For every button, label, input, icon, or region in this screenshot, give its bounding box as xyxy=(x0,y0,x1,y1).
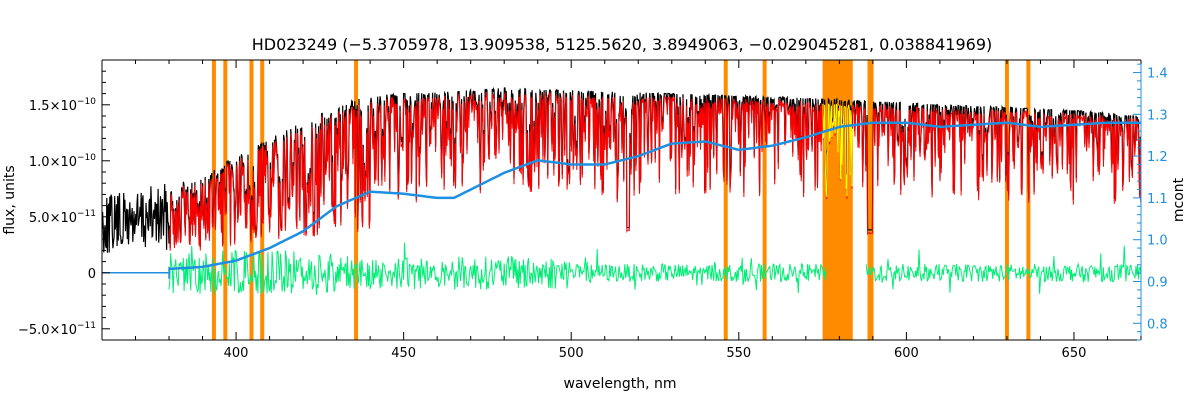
chart-title: HD023249 (−5.3705978, 13.909538, 5125.56… xyxy=(252,35,993,54)
right-y-tick-label: 1.3 xyxy=(1147,108,1168,123)
right-y-tick-label: 0.8 xyxy=(1147,317,1168,332)
right-y-tick-label: 1.2 xyxy=(1147,150,1168,165)
masked-model-line xyxy=(822,102,853,197)
right-y-tick-label: 1.4 xyxy=(1147,67,1168,82)
continuum-curve xyxy=(102,121,1141,279)
x-axis-label: wavelength, nm xyxy=(564,376,677,392)
y-axis-label-right: mcont xyxy=(1171,177,1187,222)
y-tick-label: −5.0×10−11 xyxy=(18,321,96,338)
y-tick-label: 5.0×10−11 xyxy=(29,209,96,226)
x-tick-label: 450 xyxy=(391,346,416,361)
x-tick-label: 550 xyxy=(726,346,751,361)
continuum-line xyxy=(168,121,1141,271)
y-axis-label-left: flux, units xyxy=(2,165,18,234)
model-line xyxy=(169,91,1141,251)
masked-line-6 xyxy=(723,60,728,340)
masked-line-8 xyxy=(867,60,872,340)
masked-line-7 xyxy=(762,60,767,340)
axes: 400 450 500 550 600 650 −5.0×10−11 0 5.0×10−11 1.… xyxy=(18,59,1168,361)
residuals xyxy=(168,242,1141,295)
x-tick-label: 400 xyxy=(224,346,249,361)
right-y-tick-label: 1.0 xyxy=(1147,234,1168,249)
model-spectrum xyxy=(169,91,1141,251)
masked-line-9 xyxy=(869,60,874,340)
masked-line-10 xyxy=(1004,60,1009,340)
x-tick-label: 600 xyxy=(894,346,919,361)
residuals-line xyxy=(168,242,1141,295)
x-tick-label: 500 xyxy=(559,346,584,361)
y-tick-label: 1.5×10−10 xyxy=(29,97,96,114)
x-tick-label: 650 xyxy=(1062,346,1087,361)
y-tick-label: 1.0×10−10 xyxy=(29,153,96,170)
right-y-tick-label: 1.1 xyxy=(1147,192,1168,207)
y-tick-label: 0 xyxy=(88,267,96,282)
right-y-tick-label: 0.9 xyxy=(1147,275,1168,290)
